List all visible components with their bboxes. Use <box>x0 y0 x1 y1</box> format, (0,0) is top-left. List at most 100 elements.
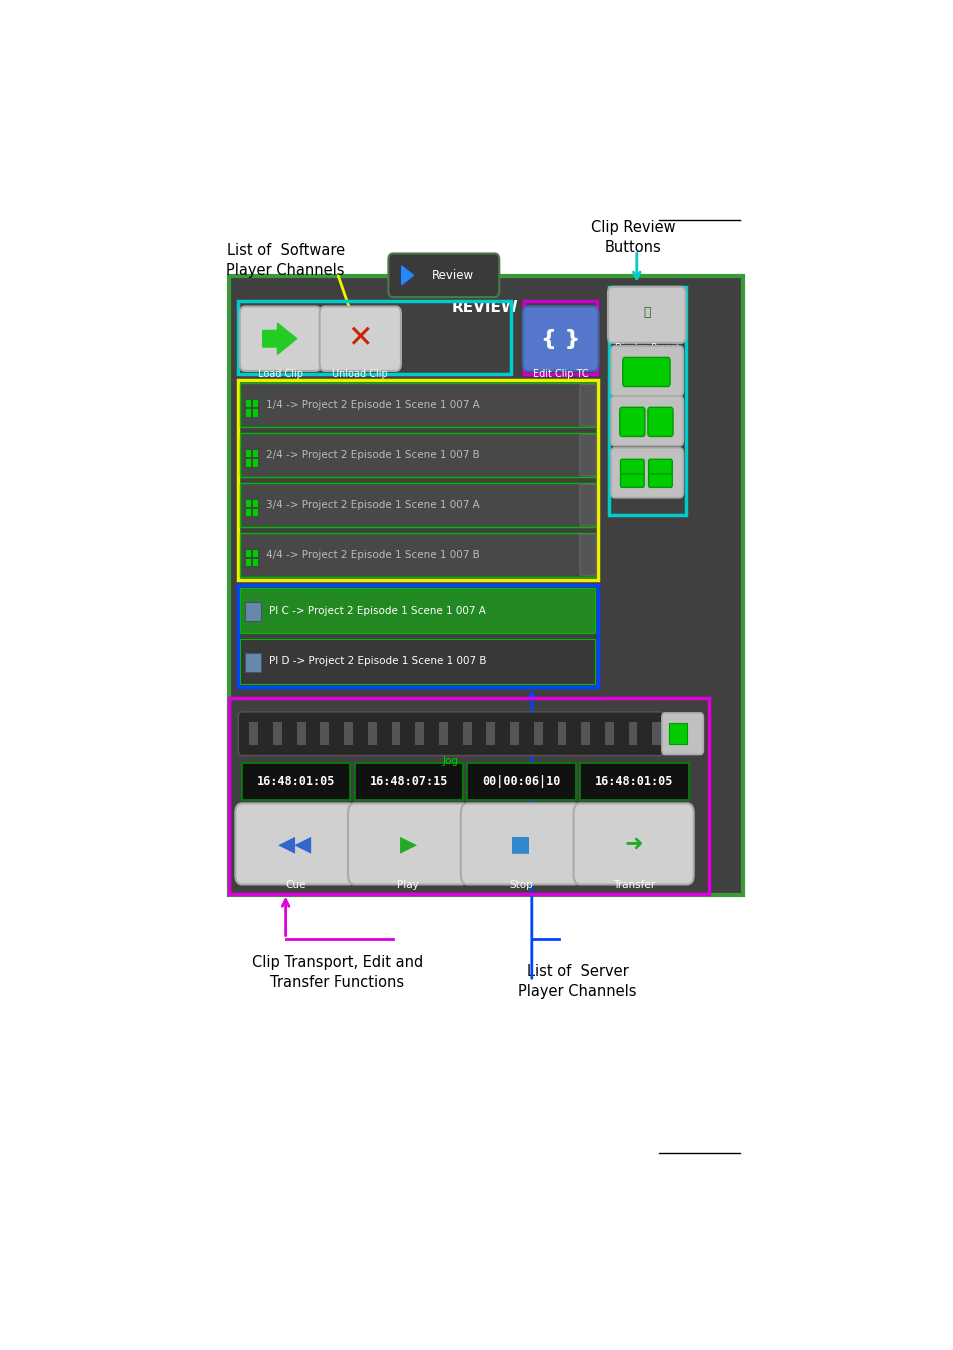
FancyBboxPatch shape <box>619 408 644 436</box>
Bar <box>534 722 542 745</box>
Polygon shape <box>401 266 413 285</box>
Text: List of  Software
Player Channels: List of Software Player Channels <box>226 243 344 278</box>
Text: 3/4 -> Project 2 Episode 1 Scene 1 007 A: 3/4 -> Project 2 Episode 1 Scene 1 007 A <box>265 500 479 510</box>
FancyBboxPatch shape <box>239 306 321 371</box>
FancyBboxPatch shape <box>460 803 580 884</box>
Text: 16:48:07:15: 16:48:07:15 <box>370 775 448 788</box>
FancyBboxPatch shape <box>610 346 682 396</box>
Text: ◀◀: ◀◀ <box>278 834 313 855</box>
Bar <box>668 724 686 744</box>
Bar <box>245 548 251 558</box>
Text: Display Preset: Display Preset <box>614 343 679 351</box>
FancyBboxPatch shape <box>610 396 682 446</box>
Bar <box>245 400 251 408</box>
Bar <box>245 508 251 517</box>
Text: ▶: ▶ <box>399 834 416 855</box>
Bar <box>486 722 495 745</box>
Bar <box>245 408 251 417</box>
Bar <box>579 763 688 801</box>
Bar <box>252 400 257 408</box>
Bar <box>628 722 637 745</box>
FancyBboxPatch shape <box>619 472 643 487</box>
Bar <box>239 483 595 526</box>
Bar <box>252 558 257 567</box>
Bar <box>239 433 595 477</box>
Text: TC In: TC In <box>284 807 308 818</box>
Bar <box>237 381 597 580</box>
Bar <box>252 548 257 558</box>
Bar <box>438 722 447 745</box>
Bar <box>252 508 257 517</box>
Bar <box>652 722 660 745</box>
Bar <box>245 602 261 621</box>
FancyBboxPatch shape <box>610 448 682 498</box>
FancyBboxPatch shape <box>579 535 596 575</box>
Bar <box>391 722 400 745</box>
Bar <box>608 286 685 516</box>
Bar <box>245 558 251 567</box>
Bar <box>245 653 261 672</box>
Text: ➜: ➜ <box>623 834 642 855</box>
Bar <box>296 722 305 745</box>
FancyBboxPatch shape <box>622 358 669 386</box>
Bar <box>273 722 282 745</box>
Bar <box>524 301 597 374</box>
FancyBboxPatch shape <box>579 385 596 427</box>
FancyBboxPatch shape <box>661 713 702 755</box>
Bar <box>239 639 595 684</box>
Bar <box>239 383 595 427</box>
FancyBboxPatch shape <box>579 435 596 477</box>
Bar <box>229 277 741 895</box>
FancyBboxPatch shape <box>579 485 596 525</box>
Bar <box>245 450 251 458</box>
Text: REVIEW: REVIEW <box>452 300 518 315</box>
Bar <box>229 698 708 894</box>
Bar <box>415 722 424 745</box>
Bar <box>580 722 590 745</box>
Bar <box>510 722 518 745</box>
FancyBboxPatch shape <box>647 408 672 436</box>
Text: Unload Clip: Unload Clip <box>332 369 388 379</box>
Text: Play: Play <box>396 880 418 891</box>
Bar <box>557 722 566 745</box>
Text: 16:48:01:05: 16:48:01:05 <box>256 775 335 788</box>
Polygon shape <box>262 323 296 354</box>
Bar <box>239 533 595 576</box>
FancyBboxPatch shape <box>619 459 643 474</box>
Text: 4/4 -> Project 2 Episode 1 Scene 1 007 B: 4/4 -> Project 2 Episode 1 Scene 1 007 B <box>265 549 479 560</box>
Text: Clip Review
Buttons: Clip Review Buttons <box>590 220 675 255</box>
FancyBboxPatch shape <box>573 803 693 884</box>
Text: Edit Clip TC: Edit Clip TC <box>533 369 588 379</box>
FancyBboxPatch shape <box>648 459 672 474</box>
Text: Load Clip: Load Clip <box>257 369 303 379</box>
FancyBboxPatch shape <box>607 286 685 343</box>
Bar <box>239 589 595 633</box>
Text: Review: Review <box>432 269 474 282</box>
Text: Duration: Duration <box>499 807 542 818</box>
Text: ✕: ✕ <box>347 324 373 354</box>
Text: Cue: Cue <box>285 880 305 891</box>
Bar <box>245 498 251 508</box>
Bar <box>252 458 257 467</box>
FancyBboxPatch shape <box>648 472 672 487</box>
Bar <box>462 722 471 745</box>
Text: ■: ■ <box>510 834 531 855</box>
Text: 🖥: 🖥 <box>642 306 650 319</box>
Text: Clip Transport, Edit and
Transfer Functions: Clip Transport, Edit and Transfer Functi… <box>252 956 422 990</box>
Bar <box>237 585 597 687</box>
Text: Stop: Stop <box>509 880 532 891</box>
FancyBboxPatch shape <box>319 306 400 371</box>
Bar <box>368 722 376 745</box>
FancyBboxPatch shape <box>238 711 662 756</box>
Bar <box>320 722 329 745</box>
FancyBboxPatch shape <box>522 306 598 371</box>
Text: { }: { } <box>540 328 579 348</box>
Bar <box>355 763 462 801</box>
Bar <box>252 408 257 417</box>
Text: Pl D -> Project 2 Episode 1 Scene 1 007 B: Pl D -> Project 2 Episode 1 Scene 1 007 … <box>269 656 486 667</box>
Text: 1/4 -> Project 2 Episode 1 Scene 1 007 A: 1/4 -> Project 2 Episode 1 Scene 1 007 A <box>265 400 479 410</box>
Text: 00|00:06|10: 00|00:06|10 <box>482 775 560 788</box>
Bar <box>252 498 257 508</box>
Bar <box>249 722 258 745</box>
Bar <box>242 763 350 801</box>
